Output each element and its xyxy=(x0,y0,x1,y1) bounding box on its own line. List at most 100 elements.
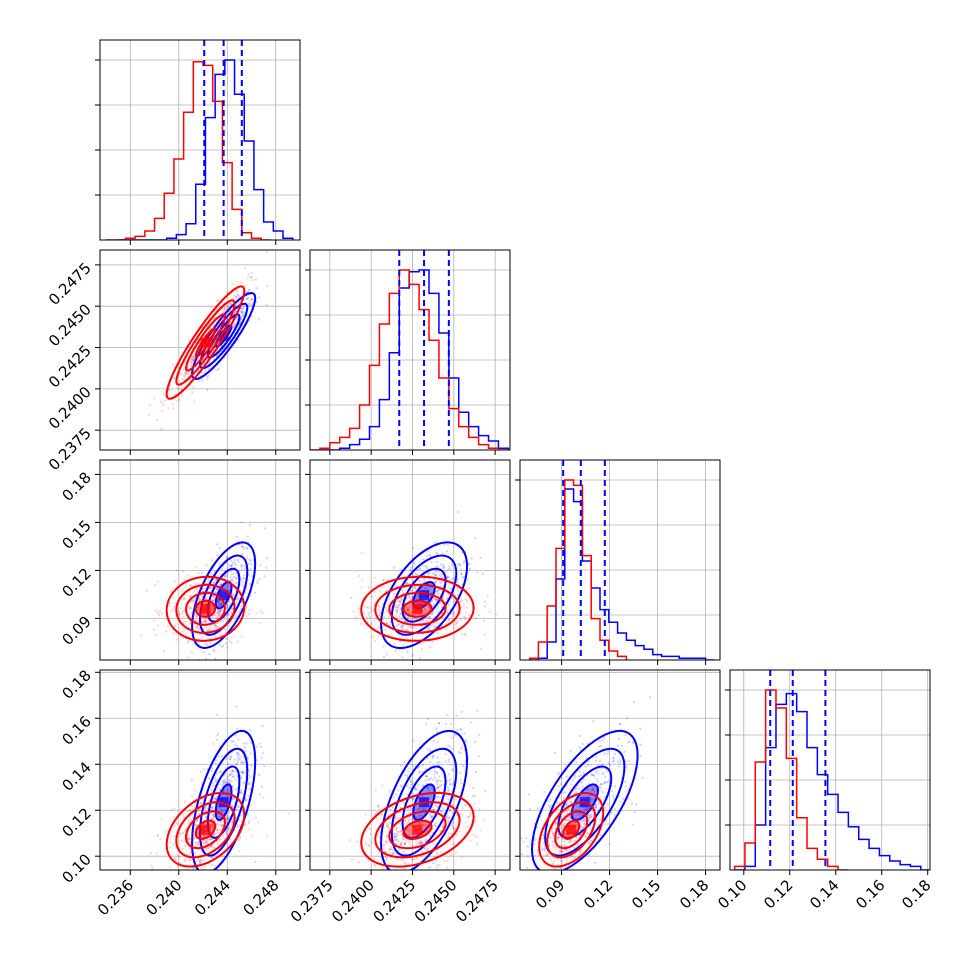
scatter-point xyxy=(218,787,221,791)
scatter-point xyxy=(483,600,486,603)
scatter-point xyxy=(594,806,598,809)
scatter-point xyxy=(404,819,407,822)
scatter-point xyxy=(375,817,378,820)
scatter-point xyxy=(402,822,405,825)
scatter-point xyxy=(430,814,433,817)
scatter-point xyxy=(435,815,438,818)
scatter-point xyxy=(237,543,241,546)
scatter-point xyxy=(418,822,421,826)
scatter-point xyxy=(437,828,440,831)
scatter-point xyxy=(166,625,170,628)
scatter-point xyxy=(433,808,436,811)
scatter-point xyxy=(203,808,206,811)
scatter-point xyxy=(215,578,218,581)
scatter-point xyxy=(443,543,446,546)
scatter-point xyxy=(229,610,232,613)
scatter-point xyxy=(420,822,423,825)
scatter-point xyxy=(203,823,206,826)
scatter-point xyxy=(624,734,627,737)
scatter-point xyxy=(439,830,442,833)
scatter-point xyxy=(415,857,419,860)
scatter-point xyxy=(220,609,223,612)
scatter-point xyxy=(235,290,239,293)
scatter-point xyxy=(535,826,539,829)
scatter-point xyxy=(400,624,403,628)
scatter-point xyxy=(377,807,381,810)
scatter-point xyxy=(445,866,449,869)
scatter-point xyxy=(241,584,245,587)
scatter-point xyxy=(197,608,201,611)
scatter-point xyxy=(452,781,455,784)
scatter-point xyxy=(572,814,575,817)
scatter-point xyxy=(588,819,591,822)
scatter-point xyxy=(202,613,205,617)
scatter-point xyxy=(372,857,375,860)
scatter-point xyxy=(172,807,176,810)
scatter-point xyxy=(438,592,441,595)
scatter-point xyxy=(454,798,457,801)
scatter-point xyxy=(250,298,254,301)
scatter-point xyxy=(246,757,250,760)
scatter-point xyxy=(413,627,416,630)
scatter-point xyxy=(239,755,242,758)
scatter-point xyxy=(460,606,463,609)
scatter-point xyxy=(226,788,229,791)
scatter-point xyxy=(400,598,403,602)
scatter-point xyxy=(217,604,221,607)
scatter-point xyxy=(400,786,403,789)
scatter-point xyxy=(449,832,453,835)
scatter-point xyxy=(449,851,452,854)
scatter-point xyxy=(440,851,443,854)
scatter-point xyxy=(210,824,213,827)
scatter-point xyxy=(231,563,234,567)
scatter-point xyxy=(238,835,242,838)
scatter-point xyxy=(192,386,195,389)
scatter-point xyxy=(219,602,223,605)
scatter-point xyxy=(405,827,409,831)
scatter-point xyxy=(248,819,251,822)
scatter-point xyxy=(431,612,434,615)
scatter-point xyxy=(229,302,232,306)
scatter-point xyxy=(244,798,248,801)
scatter-point xyxy=(192,590,196,593)
scatter-point xyxy=(368,616,371,619)
scatter-point xyxy=(425,723,428,726)
scatter-point xyxy=(231,578,234,581)
scatter-point xyxy=(586,809,589,812)
panel-3-2: 0.09 0.12 0.15 0.18 xyxy=(515,669,721,912)
scatter-point xyxy=(433,597,436,600)
scatter-point xyxy=(554,751,557,754)
scatter-point xyxy=(213,581,216,584)
scatter-point xyxy=(413,788,417,791)
scatter-point xyxy=(176,865,180,868)
scatter-point xyxy=(618,722,621,725)
scatter-point xyxy=(406,617,409,620)
scatter-point xyxy=(230,823,233,826)
scatter-point xyxy=(614,785,617,788)
scatter-point xyxy=(405,596,408,600)
scatter-point xyxy=(390,608,393,611)
scatter-point xyxy=(203,807,206,810)
scatter-point xyxy=(178,398,181,401)
scatter-point xyxy=(438,796,441,799)
scatter-point xyxy=(183,858,186,861)
scatter-point xyxy=(417,808,420,811)
scatter-point xyxy=(386,667,388,669)
scatter-point xyxy=(451,783,455,786)
scatter-point xyxy=(256,580,259,583)
scatter-point xyxy=(442,565,445,568)
scatter-point xyxy=(185,373,188,376)
scatter-point xyxy=(482,818,485,821)
scatter-point xyxy=(436,605,439,608)
scatter-point xyxy=(435,824,438,827)
scatter-point xyxy=(425,626,429,629)
scatter-point xyxy=(484,790,487,793)
scatter-point xyxy=(210,845,213,848)
scatter-point xyxy=(192,816,195,819)
scatter-point xyxy=(265,557,269,560)
scatter-point xyxy=(413,618,416,621)
scatter-point xyxy=(382,625,385,628)
scatter-point xyxy=(182,831,185,835)
scatter-point xyxy=(440,809,443,813)
